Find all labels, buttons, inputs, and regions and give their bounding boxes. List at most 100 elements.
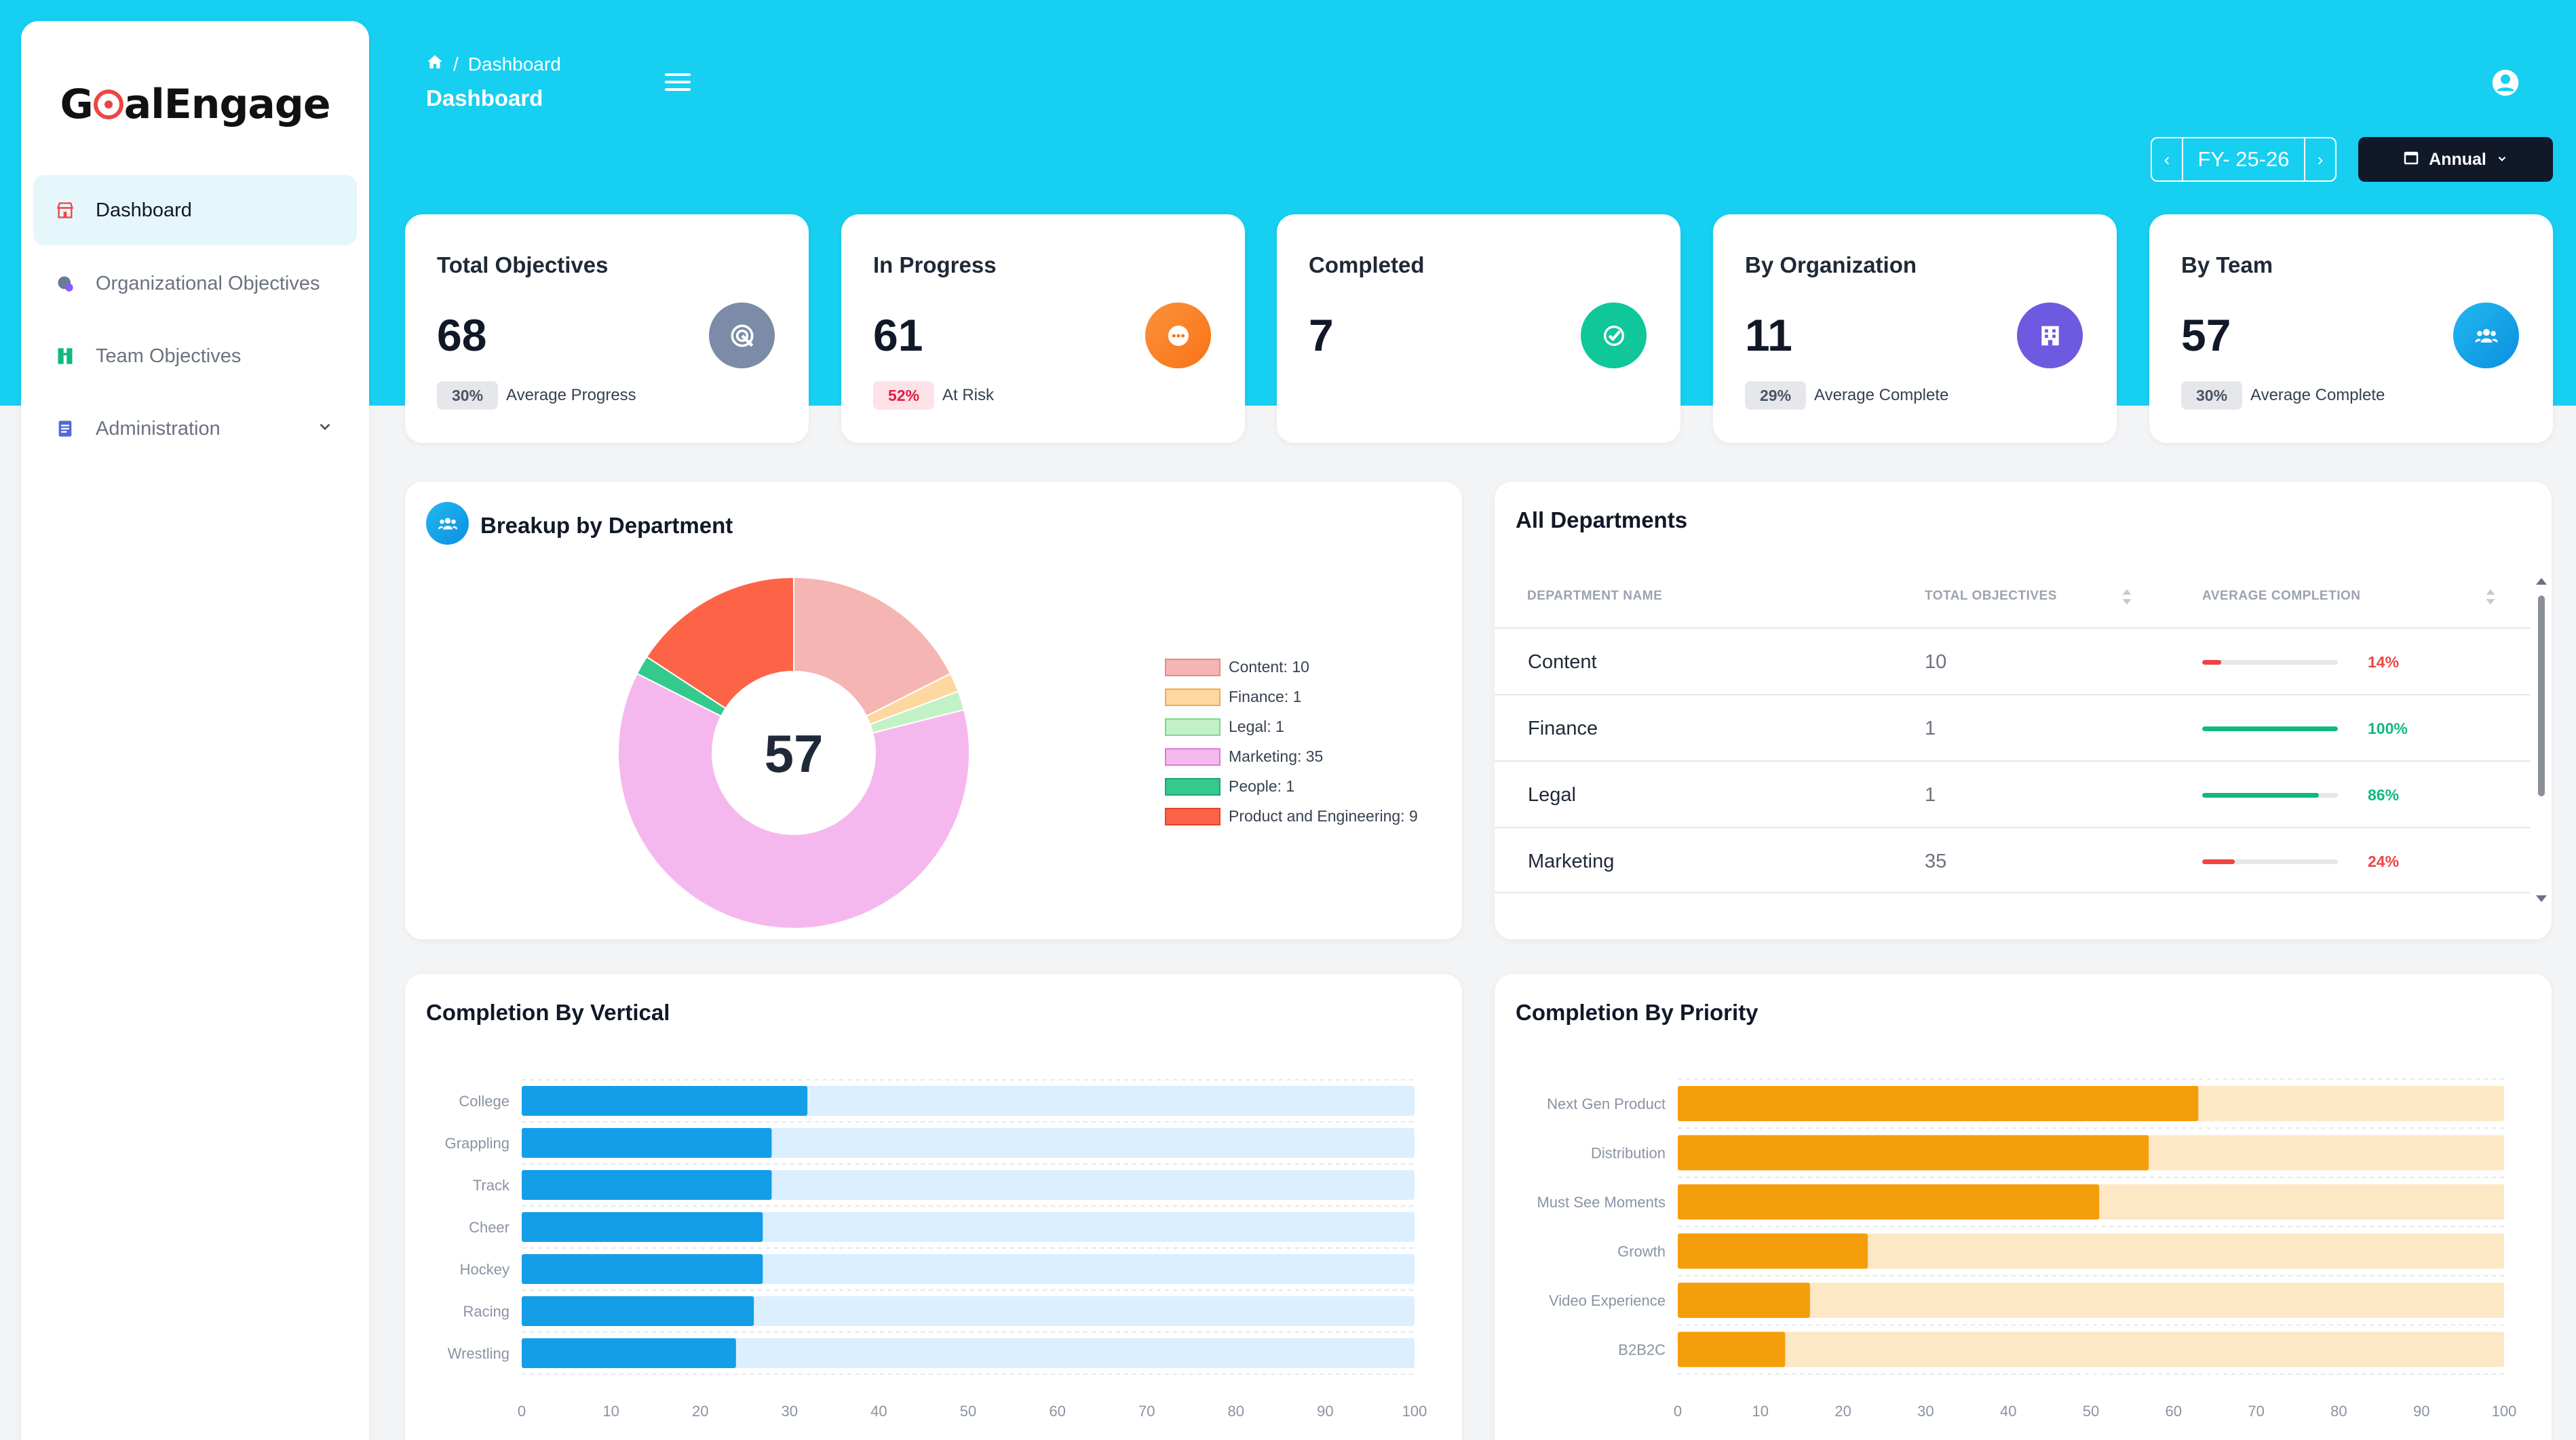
department-donut-chart[interactable]: 57 bbox=[597, 556, 991, 950]
sidebar-item-administration[interactable]: Administration bbox=[33, 393, 357, 464]
stat-card-in-progress[interactable]: In Progress 61 52% At Risk bbox=[841, 214, 1245, 443]
user-avatar-icon[interactable] bbox=[2491, 69, 2520, 97]
stat-card-total-objectives[interactable]: Total Objectives 68 30% Average Progress bbox=[405, 214, 809, 443]
breadcrumb-current[interactable]: Dashboard bbox=[467, 53, 561, 75]
category-label: Growth bbox=[1617, 1243, 1666, 1260]
fiscal-year-selector: ‹ FY- 25-26 › bbox=[2151, 137, 2337, 182]
menu-toggle-icon[interactable] bbox=[665, 73, 691, 94]
bar-must-see-moments[interactable] bbox=[1678, 1184, 2100, 1220]
department-total: 1 bbox=[1925, 784, 1936, 806]
stat-value: 57 bbox=[2181, 310, 2231, 360]
department-name: Content bbox=[1528, 651, 1597, 673]
bar-wrestling[interactable] bbox=[522, 1338, 736, 1368]
donut-slice-content[interactable] bbox=[793, 576, 952, 718]
legend-swatch bbox=[1165, 718, 1220, 736]
breadcrumb-separator: / bbox=[453, 53, 459, 75]
panel-title: All Departments bbox=[1516, 507, 1688, 532]
category-label: Grappling bbox=[445, 1135, 510, 1152]
stat-value: 68 bbox=[437, 310, 487, 360]
chevron-right-icon[interactable]: › bbox=[2304, 138, 2335, 180]
stat-card-completed[interactable]: Completed 7 bbox=[1277, 214, 1680, 443]
legend-label: Finance: 1 bbox=[1229, 688, 1302, 705]
sidebar-item-label: Organizational Objectives bbox=[96, 272, 320, 294]
home-icon[interactable] bbox=[426, 53, 444, 75]
column-header-average-completion[interactable]: AVERAGE COMPLETION bbox=[2202, 589, 2361, 603]
legend-item[interactable]: Marketing: 35 bbox=[1165, 747, 1323, 766]
department-name: Finance bbox=[1528, 718, 1598, 739]
stat-badge: 30% bbox=[437, 381, 499, 410]
bar-cheer[interactable] bbox=[522, 1212, 763, 1242]
x-tick-label: 60 bbox=[2166, 1403, 2182, 1420]
team-icon bbox=[2453, 303, 2519, 368]
target-icon bbox=[709, 303, 775, 368]
stat-card-by-team[interactable]: By Team 57 30% Average Complete bbox=[2149, 214, 2553, 443]
bar-distribution[interactable] bbox=[1678, 1135, 2149, 1171]
bar-b2b2c[interactable] bbox=[1678, 1331, 1786, 1367]
stat-badge: 52% bbox=[873, 381, 935, 410]
table-row[interactable]: Legal 1 86% bbox=[1495, 760, 2531, 827]
legend-label: Marketing: 35 bbox=[1229, 747, 1324, 765]
category-label: Distribution bbox=[1591, 1145, 1666, 1162]
legend-item[interactable]: Content: 10 bbox=[1165, 658, 1309, 676]
legend-item[interactable]: Product and Engineering: 9 bbox=[1165, 807, 1418, 825]
period-dropdown[interactable]: Annual bbox=[2358, 137, 2553, 182]
legend-item[interactable]: Legal: 1 bbox=[1165, 718, 1284, 736]
donut-slice-product-and-engineering[interactable] bbox=[645, 576, 794, 709]
stat-title: Total Objectives bbox=[437, 252, 609, 277]
completion-percent: 100% bbox=[2368, 720, 2408, 737]
calendar-icon bbox=[2403, 149, 2419, 170]
completion-percent: 24% bbox=[2368, 853, 2400, 870]
team-icon bbox=[426, 502, 469, 545]
stat-badge: 30% bbox=[2181, 381, 2243, 410]
bar-track[interactable] bbox=[522, 1170, 772, 1200]
x-tick-label: 20 bbox=[692, 1403, 708, 1420]
completion-bar-fill bbox=[2202, 660, 2221, 665]
x-tick-label: 30 bbox=[1917, 1403, 1934, 1420]
check-icon bbox=[1581, 303, 1647, 368]
x-tick-label: 0 bbox=[1674, 1403, 1682, 1420]
legend-label: Legal: 1 bbox=[1229, 718, 1284, 735]
more-icon bbox=[1145, 303, 1211, 368]
sort-icon[interactable] bbox=[2121, 588, 2132, 609]
department-total: 10 bbox=[1925, 651, 1947, 673]
column-header-total-objectives[interactable]: TOTAL OBJECTIVES bbox=[1925, 589, 2057, 603]
priority-bar-chart[interactable]: Next Gen Product Distribution Must See Mom… bbox=[1495, 1058, 2552, 1440]
sidebar-item-organizational-objectives[interactable]: Organizational Objectives bbox=[33, 248, 357, 319]
x-tick-label: 30 bbox=[782, 1403, 798, 1420]
sidebar-item-dashboard[interactable]: Dashboard bbox=[33, 175, 357, 246]
bar-racing[interactable] bbox=[522, 1296, 754, 1326]
legend-item[interactable]: Finance: 1 bbox=[1165, 688, 1301, 706]
team-icon bbox=[55, 346, 75, 366]
table-row[interactable]: Finance 1 100% bbox=[1495, 694, 2531, 760]
bar-hockey[interactable] bbox=[522, 1254, 763, 1284]
x-tick-label: 80 bbox=[1228, 1403, 1244, 1420]
bar-growth[interactable] bbox=[1678, 1233, 1868, 1269]
bar-college[interactable] bbox=[522, 1086, 808, 1116]
stat-card-by-organization[interactable]: By Organization 11 29% Average Complete bbox=[1713, 214, 2117, 443]
table-row[interactable]: Content 10 14% bbox=[1495, 627, 2531, 694]
vertical-bar-chart[interactable]: College Grappling Track Cheer Hockey Racing Wr… bbox=[405, 1058, 1462, 1440]
panel-title: Completion By Priority bbox=[1516, 1000, 1758, 1025]
category-label: Must See Moments bbox=[1537, 1194, 1666, 1211]
column-header-department-name[interactable]: DEPARTMENT NAME bbox=[1527, 589, 1663, 603]
chevron-down-icon[interactable] bbox=[316, 418, 334, 441]
donut-slice-marketing[interactable] bbox=[617, 672, 970, 929]
chevron-down-icon bbox=[2496, 150, 2508, 170]
bar-next-gen-product[interactable] bbox=[1678, 1086, 2199, 1121]
bar-grappling[interactable] bbox=[522, 1128, 772, 1158]
table-row[interactable]: Marketing 35 24% bbox=[1495, 827, 2531, 893]
category-label: Cheer bbox=[469, 1219, 510, 1236]
document-icon bbox=[55, 419, 75, 439]
stat-title: By Team bbox=[2181, 252, 2273, 277]
legend-item[interactable]: People: 1 bbox=[1165, 777, 1294, 796]
table-scrollbar[interactable] bbox=[2535, 578, 2548, 902]
bar-track bbox=[1678, 1283, 2504, 1318]
stat-subtitle: Average Complete bbox=[2250, 386, 2385, 404]
stat-value: 11 bbox=[1745, 310, 1792, 360]
sort-icon[interactable] bbox=[2485, 588, 2496, 609]
legend-swatch bbox=[1165, 747, 1220, 766]
bar-video-experience[interactable] bbox=[1678, 1283, 1810, 1318]
chevron-left-icon[interactable]: ‹ bbox=[2152, 138, 2183, 180]
sidebar-item-team-objectives[interactable]: Team Objectives bbox=[33, 321, 357, 391]
